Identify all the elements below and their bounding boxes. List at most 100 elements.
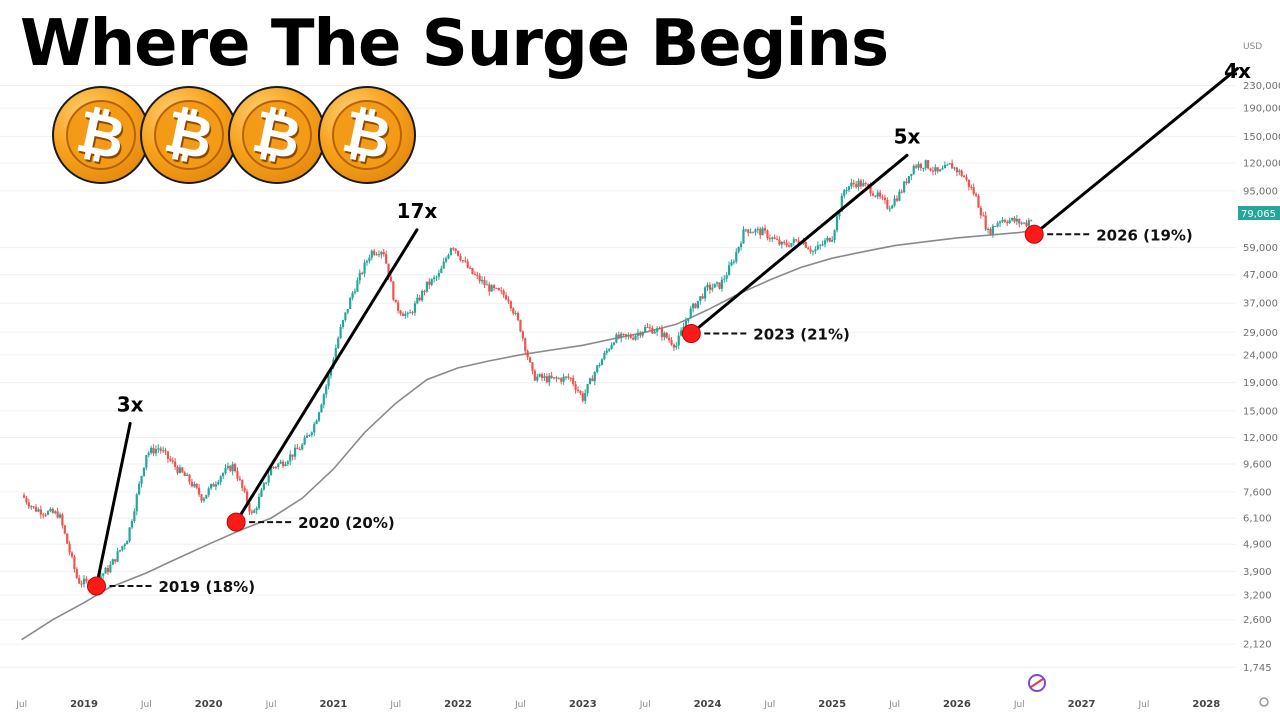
y-tick-label: 1,745 (1243, 663, 1272, 674)
candle-body (864, 183, 867, 185)
candle-body (965, 177, 968, 180)
candle-body (361, 272, 364, 274)
candle-body (749, 232, 752, 234)
candle-body (998, 221, 1002, 224)
candle-body (989, 228, 992, 235)
candle-body (826, 237, 829, 241)
candle-body (351, 292, 354, 298)
candle-body (876, 192, 879, 197)
candle-body (895, 198, 899, 201)
candle-body (1018, 218, 1021, 224)
candle-body (996, 223, 999, 227)
candle-body (1015, 218, 1018, 222)
candle-body (61, 514, 64, 526)
candle-body (320, 404, 323, 413)
candle-body (207, 488, 210, 495)
candle-body (176, 466, 179, 473)
candle-body (478, 275, 481, 282)
candle-body (301, 444, 304, 450)
candle-body (730, 262, 733, 266)
candle-body (634, 335, 637, 340)
x-tick-label: 2022 (444, 699, 472, 710)
candle-body (521, 331, 524, 339)
bitcoin-glyph: ₿ (336, 96, 398, 174)
candle-body (293, 447, 297, 457)
candle-body (466, 261, 469, 268)
grid-lines (0, 84, 1236, 668)
y-tick-label: 7,600 (1243, 487, 1272, 498)
candle-body (608, 349, 611, 351)
candle-body (557, 378, 560, 380)
candle-body (617, 334, 620, 339)
candle-body (955, 167, 958, 173)
candle-body (66, 533, 69, 544)
candle-body (142, 467, 146, 477)
x-tick-label: 2025 (818, 699, 846, 710)
candle-body (550, 375, 553, 379)
x-axis: Jul 2019 Jul 2020 Jul 2021 Jul 2022 Jul 2023 Jul 20… (15, 699, 1220, 710)
candle-body (704, 287, 707, 299)
candle-body (567, 376, 570, 378)
candle-body (152, 447, 155, 454)
candle-body (308, 434, 311, 436)
candle-body (886, 200, 889, 209)
candle-body (941, 168, 944, 170)
candle-body (847, 186, 851, 191)
candle-body (339, 327, 342, 339)
candle-body (773, 237, 776, 239)
cycle-start-marker (86, 576, 106, 596)
candle-body (397, 302, 400, 311)
candle-body (392, 281, 395, 300)
x-tick-label: Jul (763, 700, 775, 710)
candle-body (579, 391, 582, 394)
candle-body (490, 285, 493, 292)
candle-body (919, 164, 923, 169)
candle-body (751, 232, 755, 234)
candle-body (82, 578, 86, 584)
candle-body (118, 550, 122, 552)
current-price-tag: 79,065 (1238, 206, 1280, 220)
candle-body (912, 165, 915, 174)
candle-body (147, 452, 150, 456)
candle-body (569, 377, 572, 379)
trend-line (234, 228, 419, 524)
candle-body (140, 476, 143, 484)
candle-body (584, 393, 587, 401)
candle-body (948, 163, 951, 165)
candle-body (202, 498, 206, 501)
candle-body (80, 583, 83, 585)
current-price-tag-bg (1238, 206, 1280, 220)
candle-body (560, 378, 563, 382)
y-tick-label: 2,120 (1243, 640, 1272, 651)
y-tick-label: 15,000 (1243, 406, 1278, 417)
candle-body (620, 333, 623, 339)
candle-body (552, 377, 556, 379)
candle-body (850, 182, 853, 187)
candle-body (502, 290, 505, 296)
candle-body (138, 483, 141, 495)
candle-body (121, 546, 124, 551)
x-tick-label: Jul (888, 700, 900, 710)
cycle-label: 2026 (19%) (1096, 226, 1193, 244)
trend-line (1032, 67, 1239, 236)
candle-body (461, 260, 464, 262)
candle-body (382, 252, 385, 255)
candle-body (205, 494, 208, 499)
settings-icon[interactable] (1259, 697, 1269, 707)
candle-body (612, 342, 616, 345)
candle-body (831, 239, 834, 242)
y-tick-label: 3,900 (1243, 567, 1272, 578)
candle-body (852, 182, 855, 185)
x-tick-label: Jul (265, 700, 277, 710)
candle-body (632, 337, 635, 340)
candle-body (795, 239, 798, 241)
candle-body (262, 483, 265, 490)
candle-body (675, 345, 678, 348)
candle-body (958, 170, 961, 173)
candle-body (967, 179, 970, 187)
candle-body (994, 225, 997, 227)
candle-body (1022, 222, 1026, 224)
candle-body (663, 332, 666, 338)
candle-body (385, 254, 388, 264)
